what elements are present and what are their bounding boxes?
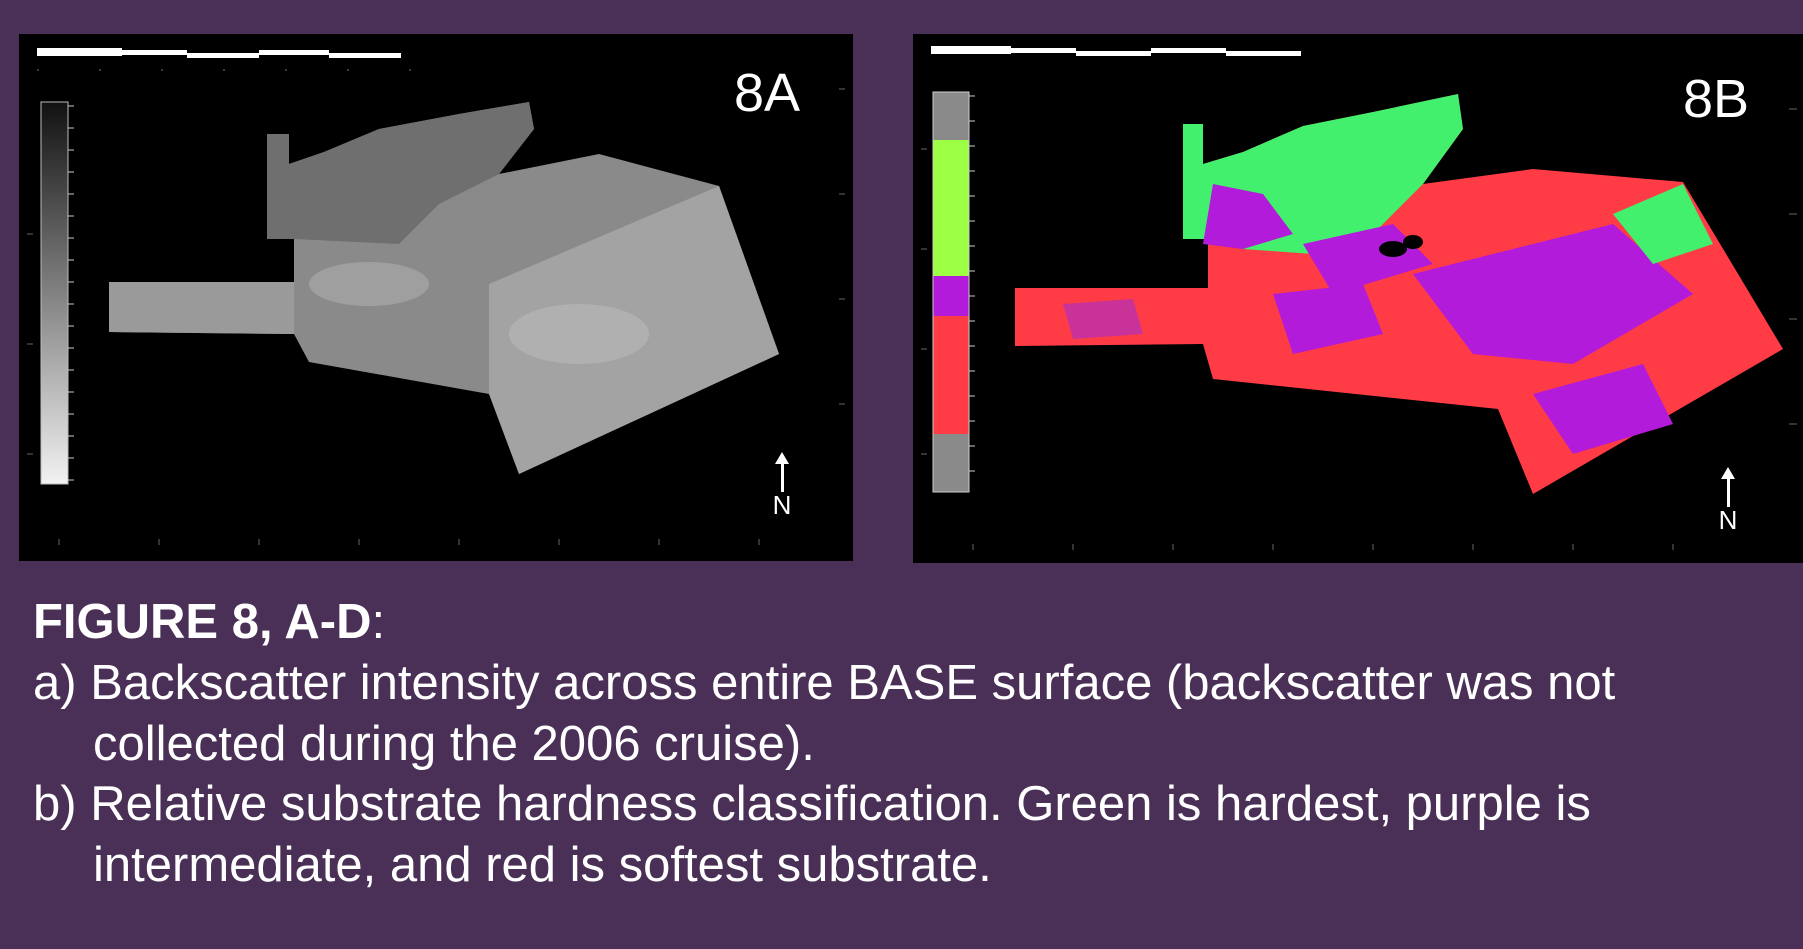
figure-panel-8a: 8A N [19, 34, 853, 561]
hardness-mosaic [1015, 94, 1783, 494]
panel-label: 8A [734, 63, 801, 123]
figure-caption: FIGURE 8, A-D: a) Backscatter intensity … [33, 592, 1793, 896]
hardness-color-ramp [932, 91, 970, 493]
north-arrow: N [1713, 467, 1743, 533]
north-label: N [1718, 505, 1738, 535]
intensity-color-ramp [40, 101, 69, 485]
caption-item-b: b) Relative substrate hardness classific… [33, 777, 1591, 892]
backscatter-mosaic [109, 102, 779, 474]
backscatter-map-8a [27, 48, 845, 545]
figure-panel-8b: 8B N [913, 34, 1803, 563]
panel-label: 8B [1683, 69, 1750, 129]
north-arrow-icon [775, 452, 789, 464]
caption-item-a: a) Backscatter intensity across entire B… [33, 655, 1616, 771]
hardness-map-8b [921, 46, 1797, 550]
caption-title: FIGURE 8, A-D: [33, 595, 386, 649]
north-arrow: N [767, 452, 797, 518]
north-label: N [772, 490, 792, 520]
north-arrow-icon [1721, 467, 1735, 479]
scale-bar [931, 46, 1301, 56]
scale-bar [37, 48, 439, 71]
